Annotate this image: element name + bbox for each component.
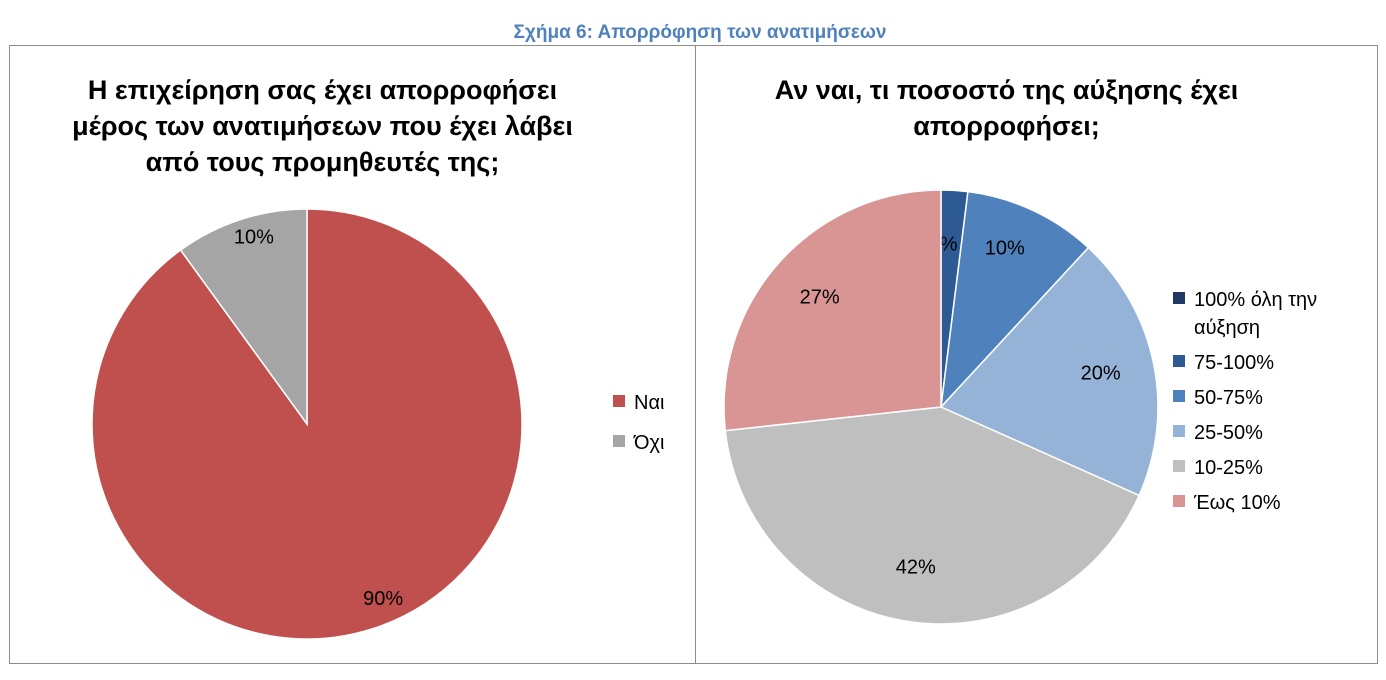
legend-swatch [613,435,625,447]
legend-swatch [1173,460,1185,472]
legend-label: 75-100% [1194,352,1275,374]
data-label: 20% [1081,363,1121,385]
legend-swatch [1173,292,1185,304]
legend-item: 50-75% [1173,384,1353,412]
legend-item: 75-100% [1173,349,1353,377]
legend-label: Έως 10% [1194,492,1281,514]
legend-swatch [1173,495,1185,507]
legend-item: Έως 10% [1173,489,1353,517]
legend-swatch [1173,390,1185,402]
chart-panel-absorbed: Η επιχείρηση σας έχει απορροφήσει μέρος … [9,45,696,664]
legend-item: 10-25% [1173,454,1353,482]
data-label: 42% [896,556,936,578]
legend-label: Όχι [634,432,665,454]
pie-slice [179,208,308,427]
pie-chart-absorbed: 90% 10% [91,208,523,640]
legend-label: 50-75% [1194,387,1263,409]
legend-label: 100% όλη την αύξηση [1194,289,1318,339]
legend-swatch [613,395,625,407]
pie-slice [724,406,1141,625]
data-label: 27% [800,286,840,308]
legend-swatch [1173,425,1185,437]
pie-slice [723,189,942,432]
legend-label: Ναι [634,392,665,414]
legend-item: Όχι [613,429,664,457]
figure-caption: Σχήμα 6: Απορρόφηση των ανατιμήσεων [513,22,887,43]
pie-slice [939,246,1159,497]
legend-label: 25-50% [1194,422,1263,444]
legend-swatch [1173,355,1185,367]
legend: Ναι Όχι [613,389,664,469]
chart-panel-share: Αν ναι, τι ποσοστό της αύξησης έχει απορ… [695,45,1378,664]
chart-title: Η επιχείρηση σας έχει απορροφήσει μέρος … [72,75,573,177]
data-label: 90% [363,588,403,610]
legend: 100% όλη την αύξηση 75-100% 50-75% 25-50% 10… [1173,286,1353,524]
legend-item: 25-50% [1173,419,1353,447]
legend-item: Ναι [613,389,664,417]
data-label: 10% [985,237,1025,259]
legend-label: 10-25% [1194,457,1263,479]
pie-chart-share: 0%2%10%20%42%27% [723,189,1159,625]
pie-slice [939,190,1090,410]
legend-item: 100% όλη την αύξηση [1173,286,1353,342]
chart-title: Αν ναι, τι ποσοστό της αύξησης έχει απορ… [774,75,1239,141]
data-label: 10% [234,227,274,249]
